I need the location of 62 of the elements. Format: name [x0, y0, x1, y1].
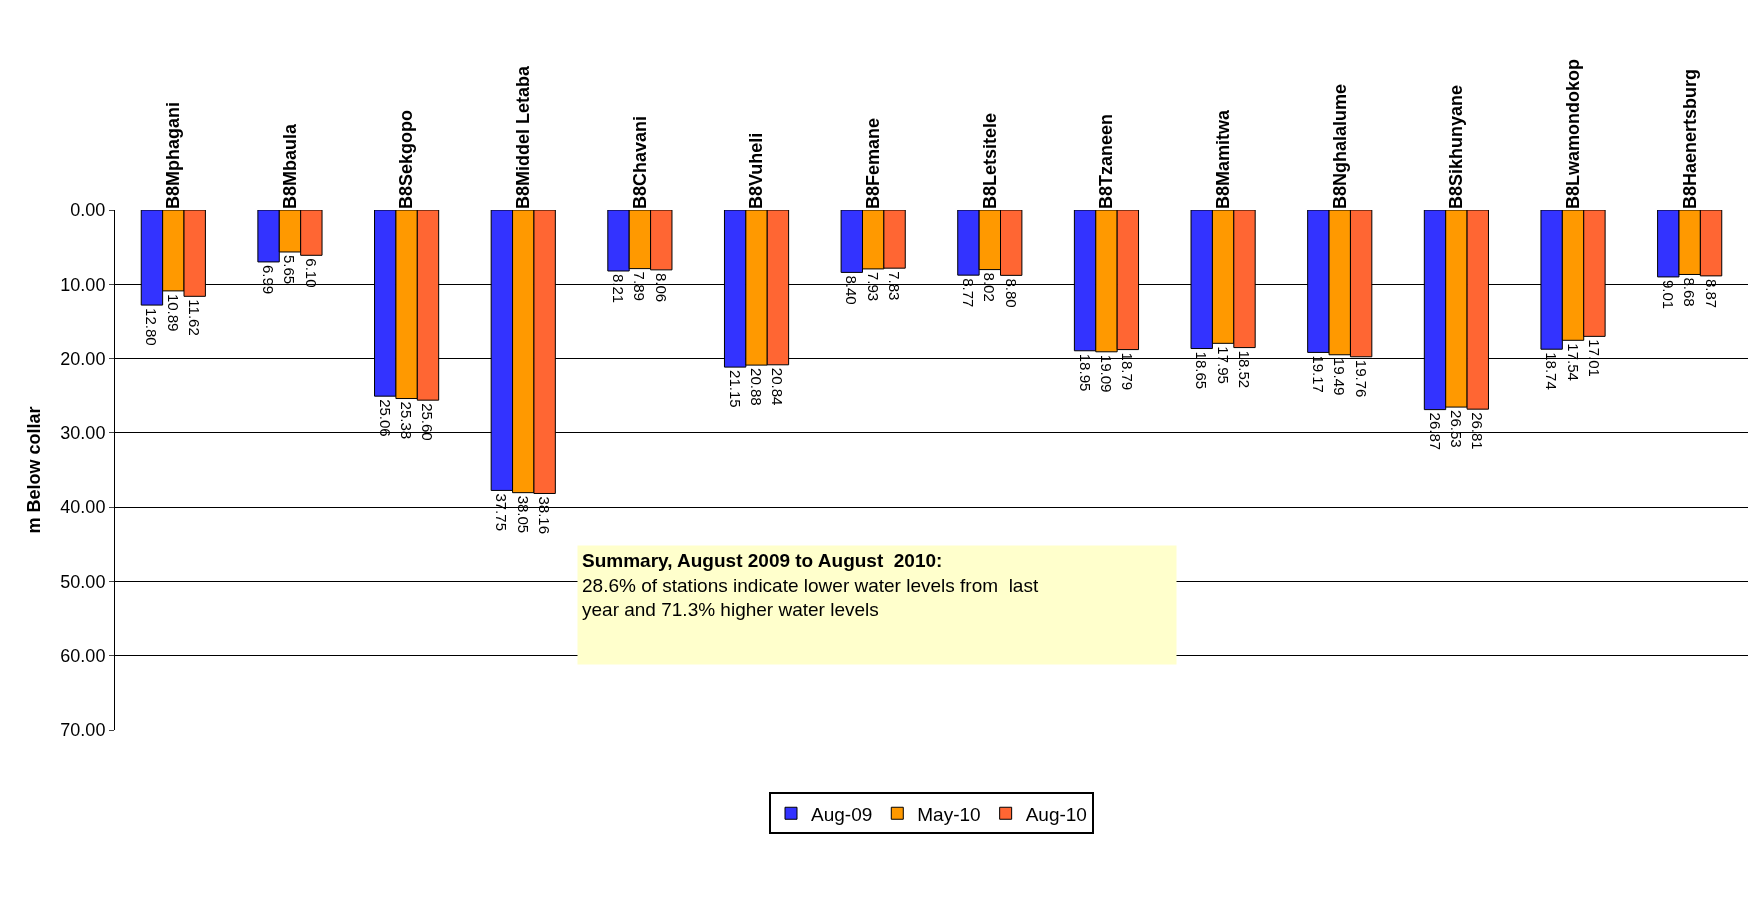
y-tick-label: 10.00 — [60, 274, 106, 295]
y-tick-label: 40.00 — [60, 497, 106, 518]
data-label: 26.81 — [1469, 412, 1487, 450]
y-tick-label: 70.00 — [60, 720, 106, 741]
data-label: 18.52 — [1235, 350, 1253, 389]
annotation: Summary, August 2009 to August 2010: — [582, 550, 943, 571]
data-label: 26.87 — [1426, 412, 1444, 451]
data-label: 21.15 — [726, 370, 744, 408]
x-tick-label: B8Middel Letaba — [513, 64, 534, 209]
data-label: 8.06 — [652, 272, 670, 303]
x-tick-label: B8Letsitele — [979, 112, 1000, 209]
x-tick-label: B8Femane — [863, 117, 884, 209]
x-tick-label: B8Lwamondokop — [1562, 58, 1583, 209]
x-tick-label: B8Sikhunyane — [1446, 84, 1467, 209]
x-tick-label: B8Haenertsburg — [1679, 68, 1700, 209]
legend-label: May-10 — [917, 803, 981, 825]
data-label: 38.16 — [536, 496, 554, 535]
data-label: 8.02 — [981, 272, 999, 302]
data-label: 5.65 — [281, 254, 299, 285]
y-tick-label: 30.00 — [60, 423, 106, 444]
data-label: 7.93 — [864, 271, 882, 302]
y-tick-label: 50.00 — [60, 571, 106, 592]
data-label: 18.74 — [1543, 352, 1561, 390]
legend-label: Aug-10 — [1025, 803, 1087, 825]
data-label: 7.83 — [886, 271, 904, 301]
data-label: 19.17 — [1309, 355, 1327, 393]
data-label: 25.06 — [376, 399, 394, 437]
data-label: 7.89 — [631, 271, 649, 301]
data-label: 8.40 — [843, 275, 861, 305]
data-label: 9.01 — [1659, 279, 1677, 310]
data-label: 6.10 — [302, 258, 320, 288]
data-label: 19.09 — [1097, 354, 1115, 393]
data-label: 11.62 — [186, 299, 204, 336]
data-label: 20.84 — [769, 367, 787, 406]
data-label: 17.01 — [1585, 339, 1603, 377]
legend-label: Aug-09 — [811, 803, 873, 825]
data-label: 8.21 — [610, 273, 628, 304]
data-label: 12.80 — [143, 308, 161, 346]
x-tick-label: B8Mphagani — [163, 101, 184, 209]
data-label: 38.05 — [514, 495, 532, 534]
x-tick-label: B8Tzaneen — [1096, 113, 1117, 209]
x-tick-label: B8Chavani — [629, 115, 650, 209]
data-label: 37.75 — [493, 493, 511, 531]
y-tick-label: 0.00 — [70, 200, 106, 221]
x-tick-label: B8Mamitwa — [1212, 108, 1233, 209]
data-label: 8.87 — [1702, 278, 1720, 309]
y-tick-label: 20.00 — [60, 348, 106, 369]
x-tick-label: B8Mbaula — [279, 122, 300, 209]
y-tick-label: 60.00 — [60, 646, 106, 667]
data-label: 19.76 — [1352, 359, 1370, 398]
x-tick-label: B8Nghalalume — [1329, 83, 1350, 209]
annotation: 28.6% of stations indicate lower water levels from last year and 71.3% higher water levels — [582, 574, 1039, 621]
data-label: 18.65 — [1193, 351, 1211, 390]
x-tick-label: B8Sekgopo — [396, 109, 417, 209]
x-tick-label: B8Vuheli — [746, 132, 767, 209]
y-axis-title: m Below collar — [23, 406, 44, 534]
data-label: 19.49 — [1331, 357, 1349, 396]
data-label: 17.54 — [1564, 343, 1582, 381]
data-label: 20.88 — [748, 368, 766, 406]
data-label: 25.60 — [419, 403, 437, 441]
data-label: 18.79 — [1119, 352, 1137, 391]
data-label: 10.89 — [164, 293, 182, 332]
